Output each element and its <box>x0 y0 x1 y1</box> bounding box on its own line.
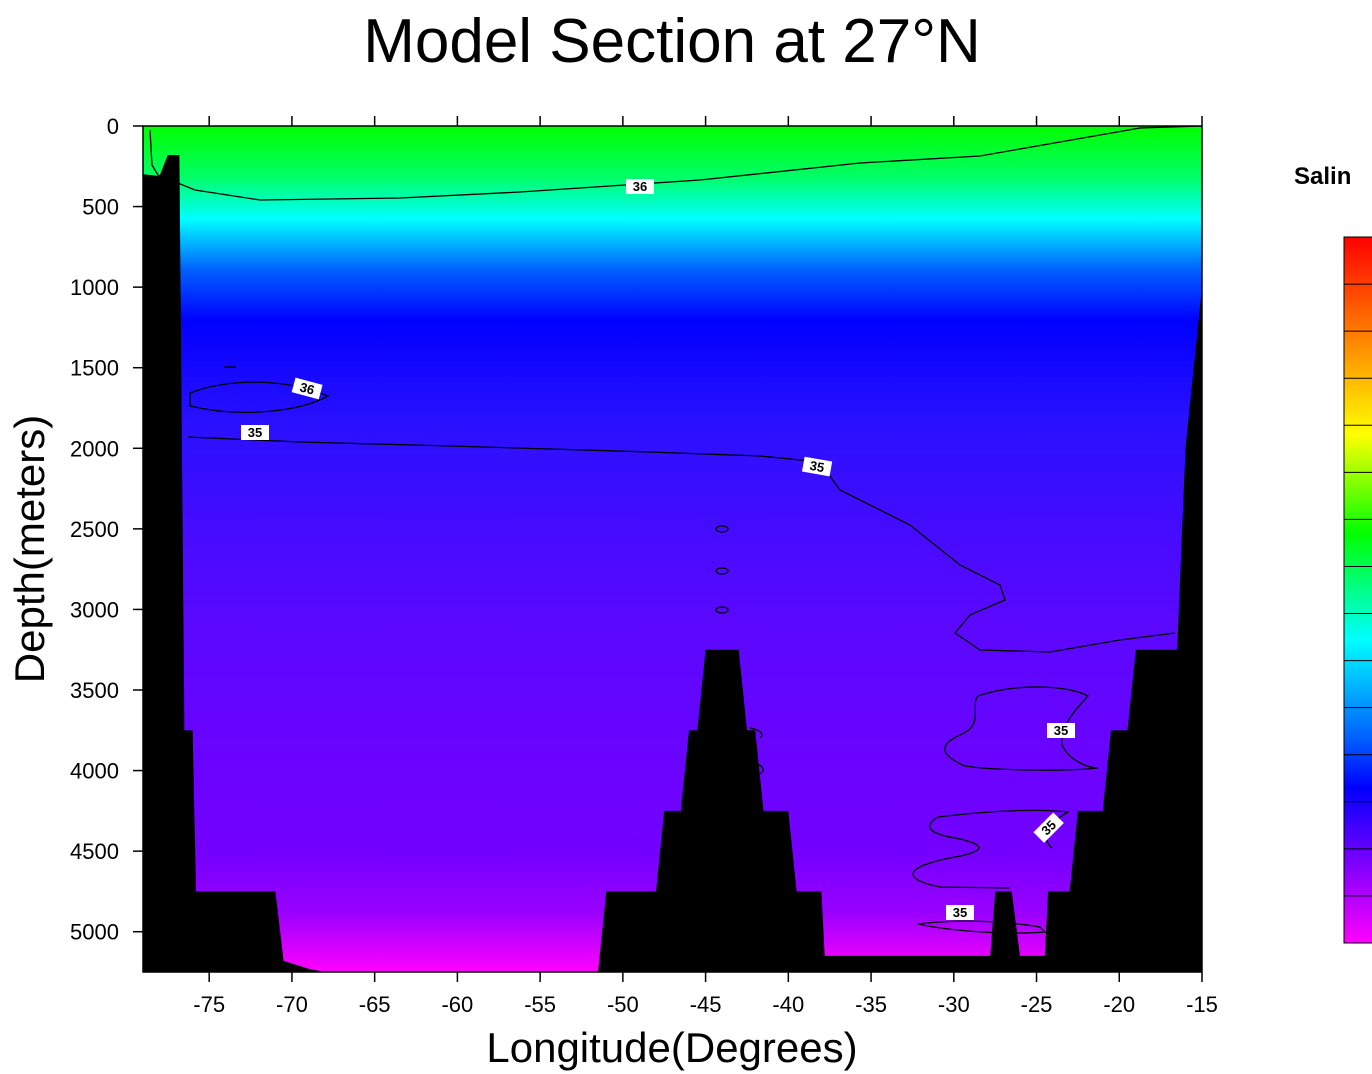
x-tick-label: -25 <box>1021 992 1053 1017</box>
contour-label: 35 <box>1047 723 1075 738</box>
x-tick-label: -55 <box>524 992 556 1017</box>
colorbar-title: Salin <box>1294 163 1351 190</box>
x-tick-label: -30 <box>938 992 970 1017</box>
contour-line <box>944 686 1099 771</box>
y-tick-label: 3000 <box>70 597 119 622</box>
contour-label: 35 <box>1033 812 1064 843</box>
y-tick-label: 1500 <box>70 356 119 381</box>
contour-label: 36 <box>291 377 323 400</box>
contour-line <box>715 606 729 614</box>
x-tick-label: -65 <box>359 992 391 1017</box>
contour-labels: 36 36 35 35 35 35 35 <box>241 179 1075 920</box>
x-axis-label: Longitude(Degrees) <box>486 1024 857 1071</box>
y-tick-label: 0 <box>107 114 119 139</box>
contour-label: 35 <box>241 425 269 440</box>
contour-label-text: 35 <box>248 425 262 440</box>
x-tick-label: -45 <box>690 992 722 1017</box>
x-tick-label: -40 <box>772 992 804 1017</box>
contour-label: 35 <box>801 456 833 477</box>
x-axis: -75 -70 -65 -60 -55 -50 -45 -40 -35 -30 -25 -20 -15 <box>193 116 1218 1017</box>
contour-label-text: 36 <box>633 179 647 194</box>
contour-line <box>149 126 1202 201</box>
colorbar-ticks <box>1344 283 1372 897</box>
x-tick-label: -20 <box>1103 992 1135 1017</box>
y-tick-label: 1000 <box>70 275 119 300</box>
y-tick-label: 5000 <box>70 920 119 945</box>
y-tick-label: 2000 <box>70 436 119 461</box>
x-tick-label: -15 <box>1186 992 1218 1017</box>
contour-label-text: 35 <box>1054 723 1068 738</box>
contour-label-bg <box>1033 812 1064 843</box>
contour-label-bg <box>1047 723 1075 738</box>
contour-label-bg <box>626 179 654 194</box>
y-tick-label: 3500 <box>70 678 119 703</box>
contour-line <box>917 920 1047 934</box>
contour-label-text: 35 <box>809 458 826 475</box>
y-axis-label: Depth(meters) <box>6 415 53 683</box>
x-tick-label: -50 <box>607 992 639 1017</box>
contour-lines <box>149 126 1202 934</box>
plot-frame <box>142 125 1203 973</box>
y-tick-label: 4500 <box>70 839 119 864</box>
contour-line <box>187 436 1176 653</box>
contour-line <box>715 525 729 533</box>
x-tick-label: -75 <box>193 992 225 1017</box>
y-tick-label: 500 <box>82 195 119 220</box>
x-tick-label: -35 <box>855 992 887 1017</box>
contour-line <box>715 567 729 575</box>
chart-title: Model Section at 27°N <box>363 7 981 76</box>
contour-label-bg <box>291 377 323 400</box>
y-tick-label: 4000 <box>70 759 119 784</box>
colorbar <box>1343 236 1372 944</box>
x-tick-label: -70 <box>276 992 308 1017</box>
contour-label-text: 35 <box>953 905 967 920</box>
x-tick-label: -60 <box>441 992 473 1017</box>
contour-line <box>189 381 330 413</box>
contour-label-bg <box>946 905 974 920</box>
contour-label-bg <box>241 425 269 440</box>
contour-label: 35 <box>946 905 974 920</box>
contour-label-text: 36 <box>298 379 316 397</box>
contour-label-bg <box>801 456 833 477</box>
y-tick-label: 2500 <box>70 517 119 542</box>
y-axis: 0 500 1000 1500 2000 2500 3000 3500 4000 4500 5000 <box>70 114 143 945</box>
contour-label: 36 <box>626 179 654 194</box>
bathymetry-mask <box>143 155 1202 972</box>
